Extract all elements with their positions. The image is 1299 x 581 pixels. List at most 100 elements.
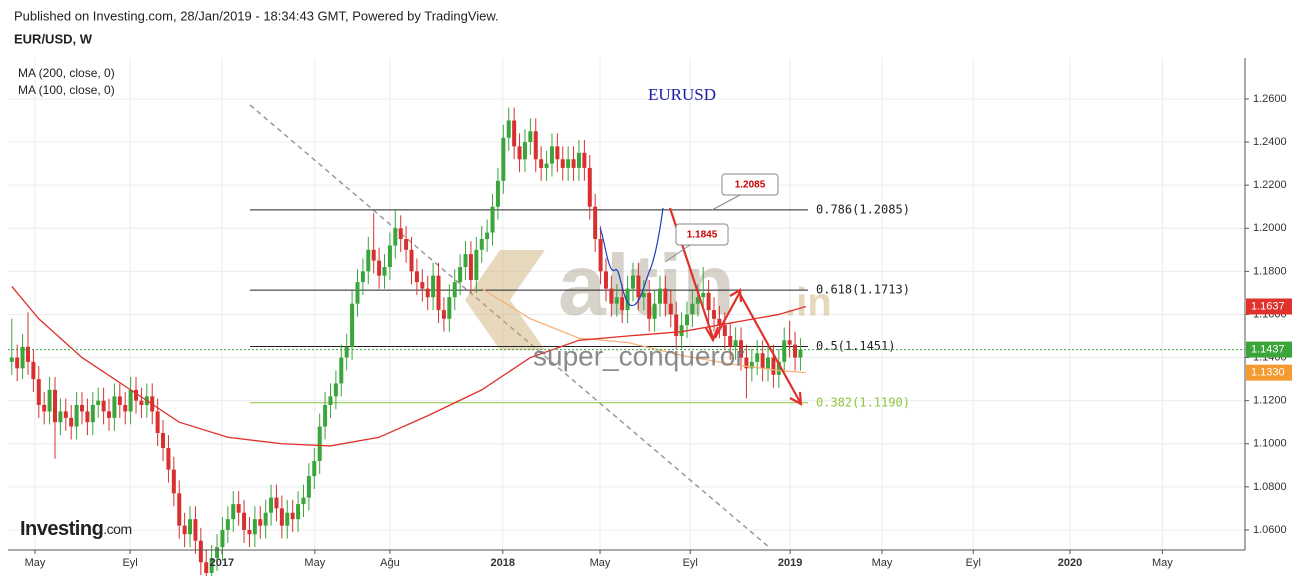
candle-body bbox=[414, 271, 419, 283]
candle-body bbox=[593, 206, 598, 240]
watermark-logo bbox=[465, 250, 545, 350]
x-tick-label: Eyl bbox=[122, 557, 137, 569]
legend-entry: MA (100, close, 0) bbox=[18, 83, 115, 97]
candle-body bbox=[733, 340, 738, 347]
candle-body bbox=[539, 159, 544, 168]
candle-body bbox=[576, 152, 581, 168]
candle-body bbox=[566, 159, 571, 168]
x-tick-label: May bbox=[590, 557, 611, 569]
candle-body bbox=[134, 389, 139, 401]
candle-body bbox=[117, 396, 122, 405]
x-tick-label: 2018 bbox=[491, 557, 515, 569]
candle-body bbox=[452, 282, 457, 298]
candle-body bbox=[15, 357, 20, 369]
candle-body bbox=[657, 288, 662, 304]
candle-body bbox=[663, 288, 668, 304]
candle-body bbox=[679, 325, 684, 337]
candle-body bbox=[587, 167, 592, 207]
candle-body bbox=[787, 340, 792, 345]
candle-body bbox=[285, 512, 290, 526]
y-tick-label: 1.2000 bbox=[1253, 222, 1287, 234]
price-tag-label: 1.1330 bbox=[1251, 367, 1285, 379]
legend-entry: MA (200, close, 0) bbox=[18, 66, 115, 80]
candle-body bbox=[80, 404, 85, 412]
candle-body bbox=[306, 476, 311, 498]
candle-body bbox=[225, 519, 230, 530]
candle-body bbox=[728, 336, 733, 347]
candle-body bbox=[668, 303, 673, 315]
candle-body bbox=[436, 275, 441, 311]
candle-body bbox=[290, 512, 295, 520]
candle-body bbox=[36, 379, 41, 405]
candle-body bbox=[231, 504, 236, 520]
candle-body bbox=[63, 411, 68, 418]
candle-body bbox=[171, 469, 176, 494]
logo-text: Investing bbox=[20, 518, 103, 540]
candle-body bbox=[603, 271, 608, 289]
candle-body bbox=[215, 547, 220, 558]
candle-body bbox=[90, 404, 95, 423]
candle-body bbox=[549, 146, 554, 164]
logo-suffix: .com bbox=[103, 521, 131, 537]
candle-body bbox=[641, 292, 646, 298]
published: Published on Investing.com, 28/Jan/2019 … bbox=[14, 8, 499, 23]
candle-body bbox=[771, 357, 776, 375]
candle-body bbox=[782, 340, 787, 362]
arrow-head bbox=[789, 391, 803, 406]
candle-body bbox=[107, 411, 112, 418]
candle-body bbox=[760, 353, 765, 369]
candle-body bbox=[269, 497, 274, 513]
candle-body bbox=[9, 357, 14, 362]
logo: Investing.com bbox=[20, 518, 132, 540]
candle-body bbox=[25, 346, 30, 362]
candle-body bbox=[393, 228, 398, 246]
x-tick-label: 2020 bbox=[1058, 557, 1082, 569]
callout-box bbox=[721, 173, 779, 196]
candle-body bbox=[776, 361, 781, 375]
candle-body bbox=[296, 504, 301, 520]
candle-body bbox=[630, 275, 635, 289]
candle-body bbox=[755, 353, 760, 362]
candle-body bbox=[42, 404, 47, 412]
candle-body bbox=[614, 297, 619, 304]
candle-body bbox=[722, 325, 727, 337]
candle-body bbox=[323, 404, 328, 427]
candle-body bbox=[128, 389, 133, 412]
candle-body bbox=[749, 361, 754, 369]
candle-body bbox=[382, 267, 387, 276]
candle-body bbox=[701, 292, 706, 298]
candle-body bbox=[161, 432, 166, 449]
trend-line bbox=[249, 104, 771, 549]
x-tick-label: Eyl bbox=[683, 557, 698, 569]
candle-body bbox=[463, 254, 468, 268]
candle-body bbox=[74, 404, 79, 427]
candle-body bbox=[690, 303, 695, 315]
candle-body bbox=[317, 426, 322, 461]
candle-body bbox=[560, 159, 565, 168]
candle-body bbox=[528, 131, 533, 143]
candle-body bbox=[468, 254, 473, 280]
candle-body bbox=[739, 340, 744, 358]
candle-body bbox=[793, 344, 798, 358]
candle-body bbox=[652, 303, 657, 319]
candle-body bbox=[517, 146, 522, 160]
candle-body bbox=[263, 512, 268, 526]
candle-body bbox=[555, 146, 560, 160]
candle-body bbox=[279, 508, 284, 526]
candle-body bbox=[182, 525, 187, 535]
candle-body bbox=[371, 249, 376, 261]
candle-body bbox=[695, 297, 700, 304]
y-tick-label: 1.2200 bbox=[1253, 179, 1287, 191]
x-tick-label: May bbox=[304, 557, 325, 569]
watermark: altin .in bbox=[465, 238, 832, 350]
grid bbox=[8, 58, 1245, 550]
candle-body bbox=[123, 404, 128, 412]
ma-line bbox=[481, 288, 806, 374]
symbol: EUR/USD, W bbox=[14, 31, 93, 46]
candle-body bbox=[344, 346, 349, 358]
x-tick-label: Ağu bbox=[380, 557, 400, 569]
candle-body bbox=[501, 137, 506, 181]
candle-body bbox=[495, 180, 500, 207]
candle-body bbox=[490, 206, 495, 233]
